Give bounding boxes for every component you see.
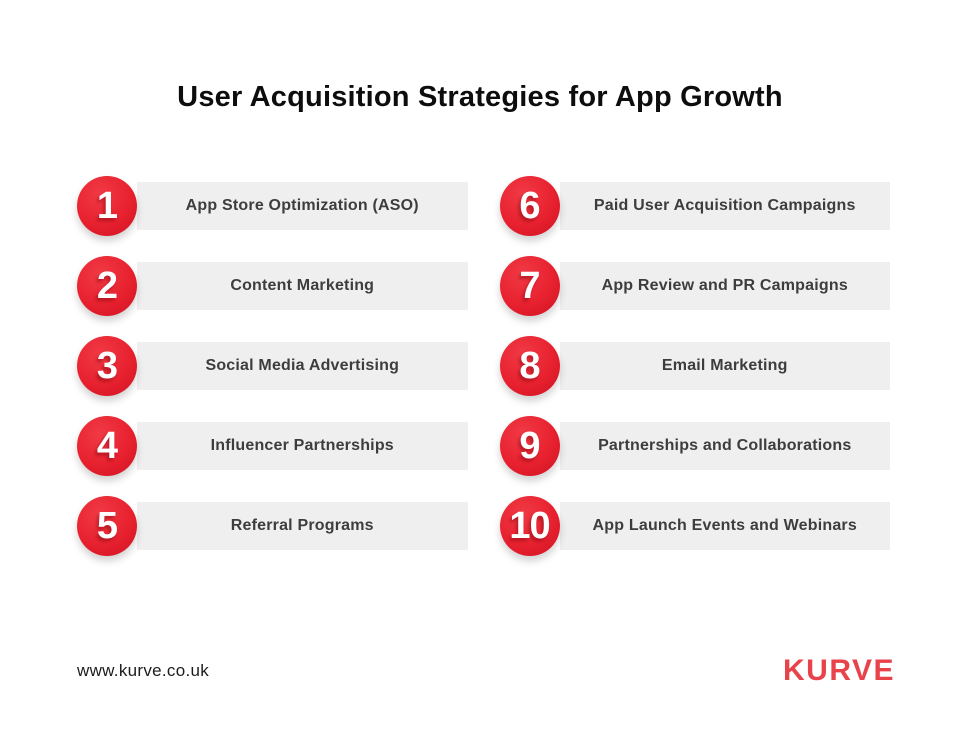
item-label: Content Marketing bbox=[230, 276, 375, 294]
strategy-item: 2 Content Marketing bbox=[77, 255, 468, 316]
strategy-item: 7 App Review and PR Campaigns bbox=[499, 255, 890, 316]
item-label-bar: Content Marketing bbox=[137, 261, 468, 310]
strategy-grid: 1 App Store Optimization (ASO) 2 Content… bbox=[0, 175, 960, 576]
item-number: 10 bbox=[509, 504, 550, 547]
item-number-badge: 9 bbox=[499, 415, 560, 476]
item-number: 4 bbox=[96, 424, 118, 467]
item-number: 8 bbox=[519, 344, 540, 387]
item-number: 7 bbox=[519, 264, 540, 307]
brand-logo: KURVE bbox=[783, 654, 895, 687]
item-number-badge: 1 bbox=[77, 175, 137, 236]
strategy-column-right: 6 Paid User Acquisition Campaigns 7 App … bbox=[499, 175, 890, 576]
item-number-badge: 2 bbox=[77, 255, 137, 316]
item-number: 5 bbox=[96, 504, 118, 547]
item-number: 9 bbox=[519, 424, 540, 467]
item-label-bar: App Review and PR Campaigns bbox=[559, 261, 890, 310]
item-label: Paid User Acquisition Campaigns bbox=[593, 196, 856, 214]
item-label: App Launch Events and Webinars bbox=[592, 516, 857, 534]
strategy-item: 4 Influencer Partnerships bbox=[77, 415, 468, 476]
strategy-column-left: 1 App Store Optimization (ASO) 2 Content… bbox=[77, 175, 468, 576]
strategy-item: 6 Paid User Acquisition Campaigns bbox=[499, 175, 890, 236]
strategy-item: 10 App Launch Events and Webinars bbox=[499, 495, 890, 556]
item-label: App Store Optimization (ASO) bbox=[185, 196, 419, 214]
page-title: User Acquisition Strategies for App Grow… bbox=[177, 81, 783, 113]
item-number-badge: 10 bbox=[499, 495, 560, 556]
strategy-item: 5 Referral Programs bbox=[77, 495, 468, 556]
footer-url: www.kurve.co.uk bbox=[77, 661, 210, 680]
item-label-bar: Partnerships and Collaborations bbox=[559, 421, 890, 470]
item-number: 6 bbox=[519, 184, 540, 227]
item-label-bar: Referral Programs bbox=[137, 501, 468, 550]
strategy-item: 9 Partnerships and Collaborations bbox=[499, 415, 890, 476]
item-label-bar: App Store Optimization (ASO) bbox=[137, 181, 468, 230]
item-number-badge: 7 bbox=[499, 255, 560, 316]
item-number: 3 bbox=[96, 344, 118, 387]
item-label-bar: Email Marketing bbox=[559, 341, 890, 390]
item-label: Email Marketing bbox=[661, 356, 788, 374]
item-label-bar: Social Media Advertising bbox=[137, 341, 468, 390]
strategy-item: 3 Social Media Advertising bbox=[77, 335, 468, 396]
item-label-bar: App Launch Events and Webinars bbox=[559, 501, 890, 550]
item-label: App Review and PR Campaigns bbox=[601, 276, 848, 294]
item-label: Social Media Advertising bbox=[205, 356, 400, 374]
item-label-bar: Influencer Partnerships bbox=[137, 421, 468, 470]
item-number-badge: 8 bbox=[499, 335, 560, 396]
item-label: Influencer Partnerships bbox=[210, 436, 394, 454]
item-number-badge: 3 bbox=[77, 335, 137, 396]
strategy-item: 1 App Store Optimization (ASO) bbox=[77, 175, 468, 236]
item-number-badge: 6 bbox=[499, 175, 560, 236]
footer: www.kurve.co.uk KURVE bbox=[77, 648, 895, 694]
item-label-bar: Paid User Acquisition Campaigns bbox=[559, 181, 890, 230]
strategy-item: 8 Email Marketing bbox=[499, 335, 890, 396]
item-number: 1 bbox=[96, 184, 118, 227]
item-number: 2 bbox=[96, 264, 118, 307]
item-number-badge: 4 bbox=[77, 415, 137, 476]
item-label: Partnerships and Collaborations bbox=[598, 436, 852, 454]
item-number-badge: 5 bbox=[77, 495, 137, 556]
item-label: Referral Programs bbox=[230, 516, 374, 534]
